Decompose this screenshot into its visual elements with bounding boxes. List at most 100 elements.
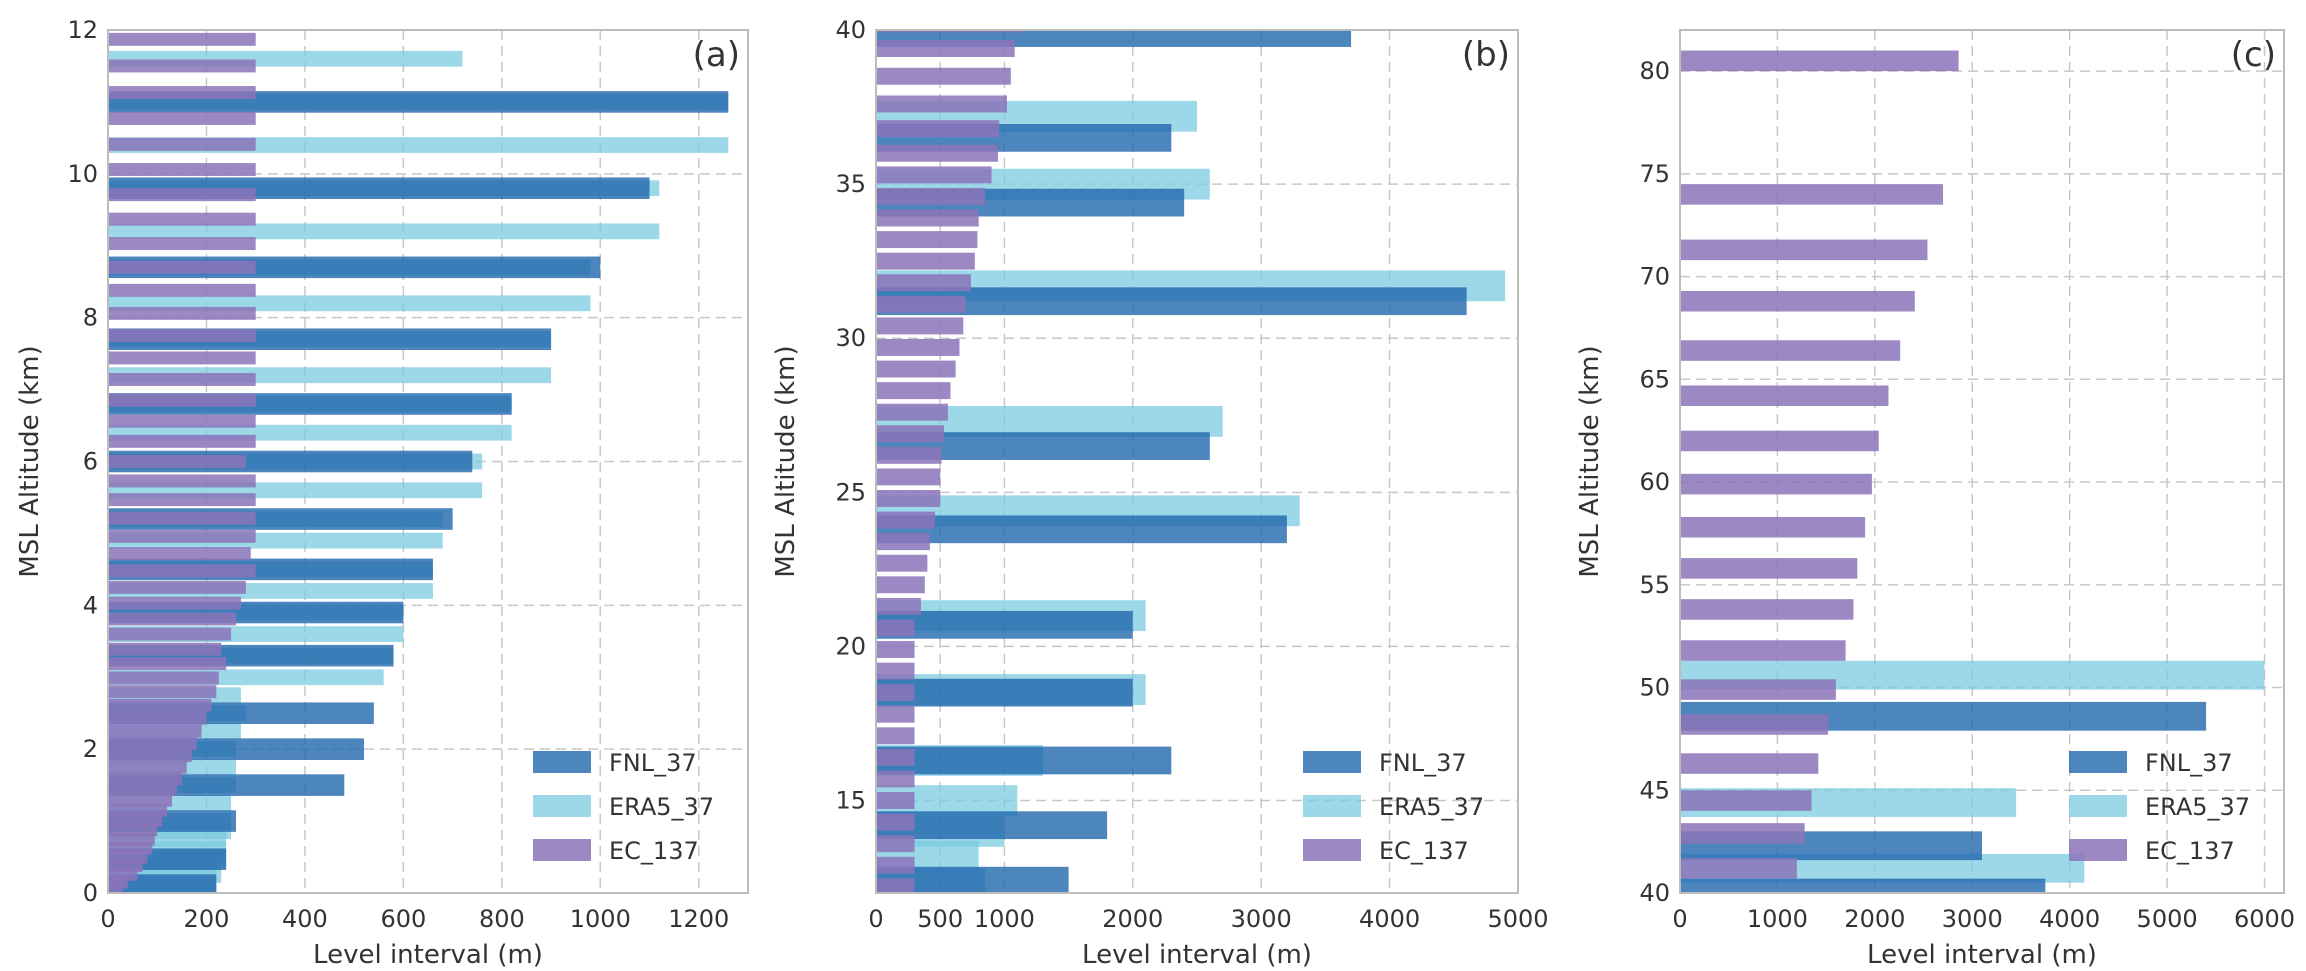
bar-EC_137 xyxy=(1680,858,1797,879)
bar-EC_137 xyxy=(108,529,256,543)
legend-label: EC_137 xyxy=(609,837,699,865)
y-tick-label: 12 xyxy=(67,16,98,44)
legend-label: ERA5_37 xyxy=(609,793,714,821)
bar-EC_137 xyxy=(876,338,960,356)
y-tick-label: 8 xyxy=(83,304,98,332)
bar-EC_137 xyxy=(108,627,232,641)
bar-EC_137 xyxy=(1680,823,1805,844)
bar-FNL_37 xyxy=(108,91,729,113)
x-tick-label: 0 xyxy=(1672,905,1687,933)
bar-EC_137 xyxy=(108,86,256,100)
bar-FNL_37 xyxy=(876,678,1133,707)
legend-swatch-EC_137 xyxy=(533,839,591,861)
panel-label: (a) xyxy=(693,35,740,75)
y-tick-label: 30 xyxy=(835,324,866,352)
bar-EC_137 xyxy=(876,490,941,507)
legend-label: EC_137 xyxy=(2145,837,2235,865)
x-tick-label: 4000 xyxy=(1359,905,1420,933)
axes-frame xyxy=(107,29,749,894)
legend-label: FNL_37 xyxy=(2145,749,2233,777)
bar-EC_137 xyxy=(1680,290,1915,312)
bar-EC_137 xyxy=(876,231,978,249)
bar-EC_137 xyxy=(108,493,256,507)
bar-EC_137 xyxy=(108,306,256,320)
x-tick-label: 0 xyxy=(868,905,883,933)
panel-label: (c) xyxy=(2231,35,2276,75)
bar-EC_137 xyxy=(108,137,256,151)
x-tick-label: 1200 xyxy=(668,905,729,933)
y-tick-label: 40 xyxy=(835,16,866,44)
bar-EC_137 xyxy=(876,554,928,572)
bar-EC_137 xyxy=(876,813,915,831)
bar-EC_137 xyxy=(108,749,192,763)
bar-EC_137 xyxy=(876,425,945,443)
bar-EC_137 xyxy=(876,166,992,184)
y-tick-label: 45 xyxy=(1639,776,1670,804)
legend-swatch-ERA5_37 xyxy=(2069,795,2127,817)
bar-EC_137 xyxy=(108,793,172,807)
legend-swatch-EC_137 xyxy=(1303,839,1361,861)
x-tick-label: 2000 xyxy=(1102,905,1163,933)
bar-EC_137 xyxy=(1680,516,1866,538)
y-axis-label: MSL Altitude (km) xyxy=(1575,345,1605,577)
bar-EC_137 xyxy=(108,547,251,561)
bar-EC_137 xyxy=(876,120,1000,138)
bar-EC_137 xyxy=(876,576,925,594)
bar-EC_137 xyxy=(876,40,1015,57)
bar-EC_137 xyxy=(876,511,936,529)
y-tick-label: 75 xyxy=(1639,160,1670,188)
bar-EC_137 xyxy=(876,878,915,893)
y-tick-label: 6 xyxy=(83,448,98,476)
y-tick-label: 4 xyxy=(83,591,98,619)
bar-EC_137 xyxy=(108,59,256,73)
bar-EC_137 xyxy=(108,580,246,594)
bar-EC_137 xyxy=(1680,599,1854,620)
bar-EC_137 xyxy=(108,283,256,297)
panel-label: (b) xyxy=(1462,35,1510,75)
bar-EC_137 xyxy=(1680,753,1819,774)
bar-EC_137 xyxy=(1680,473,1872,495)
bar-EC_137 xyxy=(876,274,972,292)
bar-EC_137 xyxy=(108,711,207,725)
bar-EC_137 xyxy=(1680,385,1889,407)
bar-EC_137 xyxy=(108,434,256,448)
bar-EC_137 xyxy=(876,468,941,486)
bar-EC_137 xyxy=(876,792,915,810)
y-axis-label: MSL Altitude (km) xyxy=(15,345,45,577)
bar-EC_137 xyxy=(108,671,219,685)
bar-EC_137 xyxy=(1680,558,1858,579)
x-tick-label: 1000 xyxy=(1747,905,1808,933)
bar-EC_137 xyxy=(108,260,256,274)
y-tick-label: 2 xyxy=(83,735,98,763)
y-tick-label: 55 xyxy=(1639,571,1670,599)
x-tick-label: 5000 xyxy=(1487,905,1548,933)
bar-EC_137 xyxy=(108,564,256,578)
bar-ERA5_37 xyxy=(108,137,729,153)
x-tick-label: 200 xyxy=(184,905,230,933)
legend-swatch-EC_137 xyxy=(2069,839,2127,861)
bar-FNL_37 xyxy=(876,287,1467,316)
bar-EC_137 xyxy=(108,782,177,796)
bar-EC_137 xyxy=(1680,430,1879,452)
bar-EC_137 xyxy=(876,597,921,615)
bar-EC_137 xyxy=(108,803,168,817)
bar-EC_137 xyxy=(876,360,956,378)
bar-FNL_37 xyxy=(876,610,1133,639)
bar-EC_137 xyxy=(876,67,1011,85)
axes-frame xyxy=(1679,29,2285,894)
bar-EC_137 xyxy=(1680,714,1829,735)
bar-EC_137 xyxy=(876,619,915,637)
bar-EC_137 xyxy=(108,698,212,712)
x-tick-label: 5000 xyxy=(2137,905,2198,933)
bar-EC_137 xyxy=(876,748,915,766)
legend-label: FNL_37 xyxy=(1379,749,1467,777)
x-tick-label: 400 xyxy=(282,905,328,933)
series-EC_137 xyxy=(108,32,256,893)
bar-EC_137 xyxy=(1680,679,1836,700)
bar-EC_137 xyxy=(108,596,241,610)
bar-EC_137 xyxy=(876,295,966,313)
y-tick-label: 15 xyxy=(835,787,866,815)
bar-EC_137 xyxy=(876,403,948,421)
x-tick-label: 600 xyxy=(380,905,426,933)
x-tick-label: 0 xyxy=(100,905,115,933)
